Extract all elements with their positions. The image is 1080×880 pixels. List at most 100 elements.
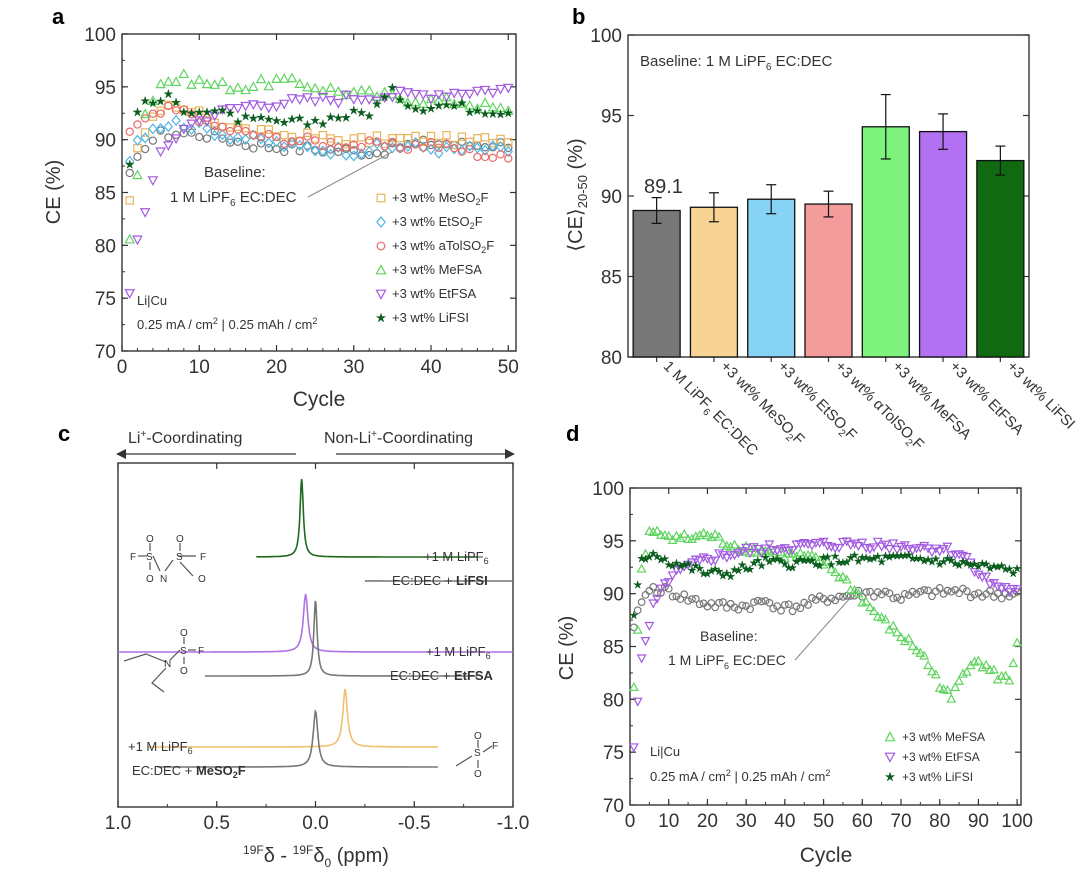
- data-point: [915, 647, 926, 657]
- panel-a-legend: +3 wt% MeSO2F +3 wt% EtSO2F +3 wt% aTolSO2…: [375, 190, 494, 325]
- data-point: [240, 84, 251, 95]
- data-point: [294, 95, 306, 106]
- data-point: [930, 544, 941, 554]
- data-point: [140, 95, 151, 106]
- data-point: [472, 105, 483, 116]
- data-point: [942, 684, 953, 694]
- data-point: [698, 527, 709, 537]
- data-point: [248, 81, 259, 91]
- y-tick-label: 90: [601, 187, 622, 208]
- data-point: [842, 557, 852, 567]
- legend-label: +3 wt% EtFSA: [902, 750, 980, 764]
- data-point: [729, 539, 740, 549]
- data-point: [717, 538, 728, 548]
- data-point: [725, 571, 736, 581]
- data-point: [186, 79, 197, 89]
- data-point: [955, 589, 963, 598]
- data-point: [655, 584, 666, 594]
- data-point: [225, 126, 235, 136]
- data-point: [796, 604, 805, 613]
- data-point: [372, 137, 382, 146]
- data-point: [912, 590, 921, 598]
- data-point: [349, 150, 359, 162]
- data-point: [688, 595, 696, 604]
- data-point: [776, 555, 786, 565]
- data-point: [209, 105, 220, 116]
- data-point: [364, 145, 374, 158]
- y-tick-label: 75: [603, 743, 624, 764]
- data-point: [124, 233, 136, 244]
- data-point: [133, 152, 142, 162]
- data-point: [1000, 670, 1011, 680]
- panel-d-annotation-leader: [794, 595, 853, 661]
- y-tick-label: 95: [95, 78, 116, 99]
- data-point: [714, 549, 725, 559]
- data-point: [310, 115, 321, 125]
- panel-b: b Baseline: 1 M LiPF6 EC:DEC 80 85 90 95 100…: [565, 4, 1078, 459]
- data-point: [280, 139, 289, 149]
- data-point: [255, 112, 267, 122]
- data-point: [295, 147, 304, 156]
- svg-text:F: F: [130, 552, 136, 563]
- spectrum-line: [118, 593, 513, 653]
- data-point: [803, 540, 814, 550]
- data-point: [694, 563, 705, 573]
- data-point: [479, 85, 491, 96]
- data-point: [714, 566, 724, 576]
- data-point: [958, 556, 968, 566]
- data-point: [737, 547, 748, 557]
- data-point: [640, 636, 651, 647]
- data-point: [671, 530, 682, 540]
- data-point: [202, 134, 212, 143]
- data-point: [256, 133, 266, 145]
- data-point: [691, 594, 700, 603]
- data-point: [171, 106, 181, 115]
- data-point: [942, 553, 953, 563]
- data-point: [294, 78, 306, 88]
- data-point: [464, 106, 475, 117]
- y-tick-label: 85: [95, 184, 116, 205]
- data-point: [926, 548, 937, 558]
- legend-marker: [376, 216, 386, 228]
- legend-marker: [884, 752, 896, 763]
- y-tick-label: 75: [95, 289, 116, 310]
- panel-c-xlabel: 19Fδ - 19Fδ0 (ppm): [243, 843, 389, 870]
- data-point: [171, 114, 181, 127]
- x-tick-label: 0: [117, 357, 128, 378]
- data-point: [279, 141, 289, 153]
- data-point: [652, 551, 662, 561]
- data-point: [1004, 675, 1015, 685]
- data-point: [318, 141, 328, 151]
- data-point: [457, 137, 467, 146]
- panel-c: c Li+-Coordinating Non-Li+-Coordinating …: [58, 421, 529, 870]
- data-point: [371, 96, 383, 107]
- data-point: [433, 90, 445, 100]
- panel-c-etfsa-molecule: N S O O F: [123, 628, 204, 693]
- data-point: [317, 85, 329, 96]
- data-point: [140, 128, 150, 137]
- panel-b-axes: 80 85 90 95 100: [590, 26, 1029, 369]
- data-point: [425, 94, 437, 105]
- data-point: [702, 530, 713, 540]
- data-point: [156, 106, 165, 115]
- data-point: [756, 549, 767, 559]
- data-point: [853, 588, 864, 598]
- panel-c-axes: 1.0 0.5 0.0 -0.5 -1.0: [105, 463, 529, 834]
- y-tick-label: 80: [603, 690, 624, 711]
- data-point: [897, 596, 905, 604]
- data-point: [325, 111, 336, 122]
- data-point: [504, 143, 513, 153]
- data-point: [903, 544, 914, 554]
- data-point: [648, 526, 659, 536]
- data-point: [495, 84, 506, 95]
- data-point: [957, 668, 968, 678]
- data-point: [232, 82, 244, 92]
- data-point: [962, 558, 972, 568]
- bar: [976, 159, 1025, 358]
- data-point: [372, 149, 382, 158]
- bar: [804, 203, 853, 358]
- data-point: [641, 591, 650, 599]
- data-point: [473, 134, 482, 143]
- data-point: [133, 120, 142, 129]
- data-point: [394, 86, 406, 97]
